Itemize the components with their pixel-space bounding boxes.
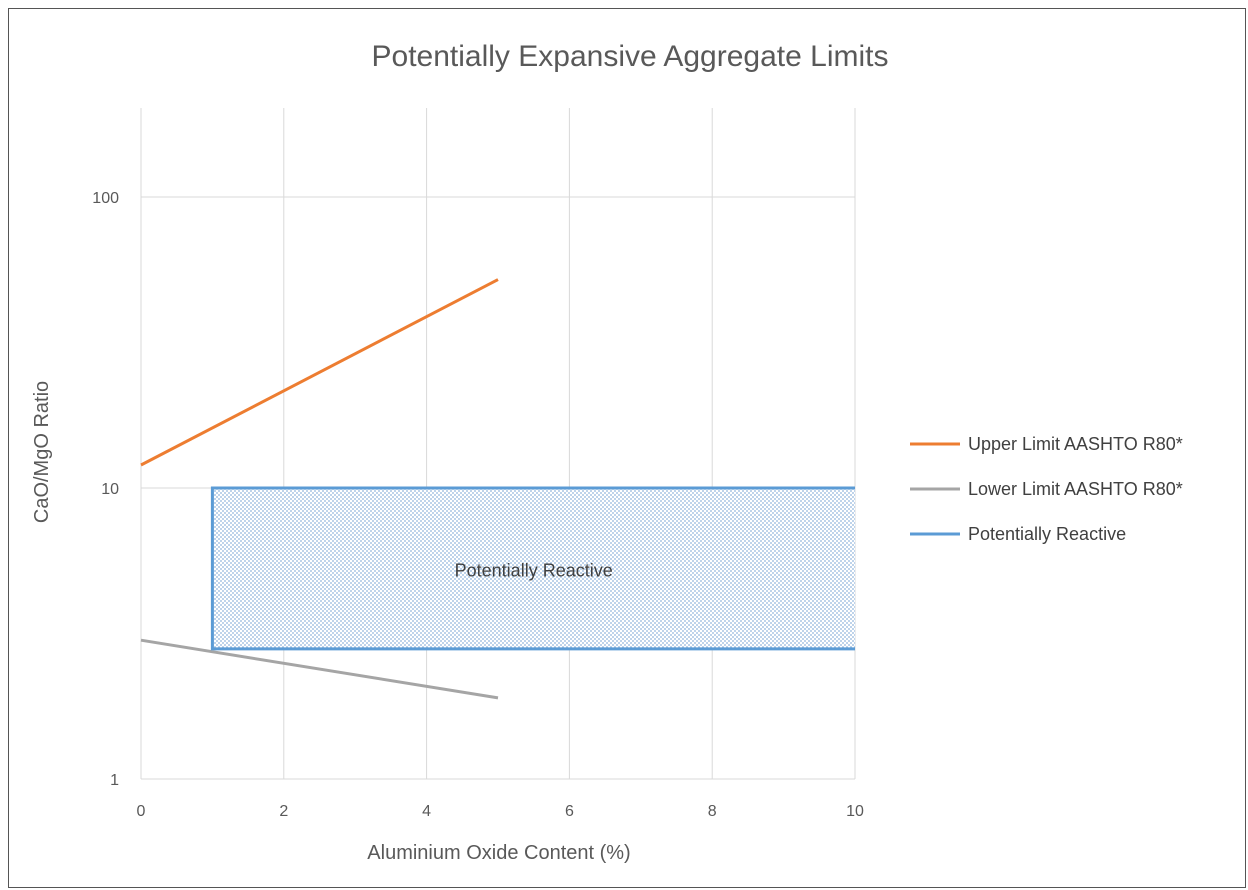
chart-title: Potentially Expansive Aggregate Limits (372, 40, 889, 73)
y-axis-title: CaO/MgO Ratio (31, 381, 53, 523)
x-tick-label: 8 (708, 803, 717, 820)
legend-label: Upper Limit AASHTO R80* (968, 434, 1183, 454)
legend-label: Lower Limit AASHTO R80* (968, 479, 1183, 499)
x-tick-label: 10 (846, 803, 864, 820)
x-tick-label: 0 (137, 803, 146, 820)
tick-label-layer: 0 2 4 6 8 10 1 10 100 (92, 190, 864, 820)
series-line-2 (140, 638, 499, 700)
y-tick-label: 10 (101, 481, 119, 498)
y-tick-label: 1 (110, 772, 119, 789)
potentially-reactive-region (212, 488, 855, 649)
series-line-1 (140, 278, 499, 467)
annotation-layer: Potentially Reactive (455, 561, 613, 581)
region-annotation: Potentially Reactive (455, 561, 613, 581)
series-layer (140, 278, 855, 700)
y-tick-label: 100 (92, 190, 119, 207)
chart-frame (8, 8, 1246, 888)
legend-label: Potentially Reactive (968, 524, 1126, 544)
grid-layer (140, 108, 856, 780)
x-axis-title: Aluminium Oxide Content (%) (367, 842, 630, 864)
x-tick-label: 4 (422, 803, 431, 820)
shaded-region-layer (212, 488, 855, 649)
series-line-3 (210, 486, 855, 651)
x-tick-label: 6 (565, 803, 574, 820)
legend: Upper Limit AASHTO R80* Lower Limit AASHT… (910, 434, 1183, 544)
x-tick-label: 2 (279, 803, 288, 820)
